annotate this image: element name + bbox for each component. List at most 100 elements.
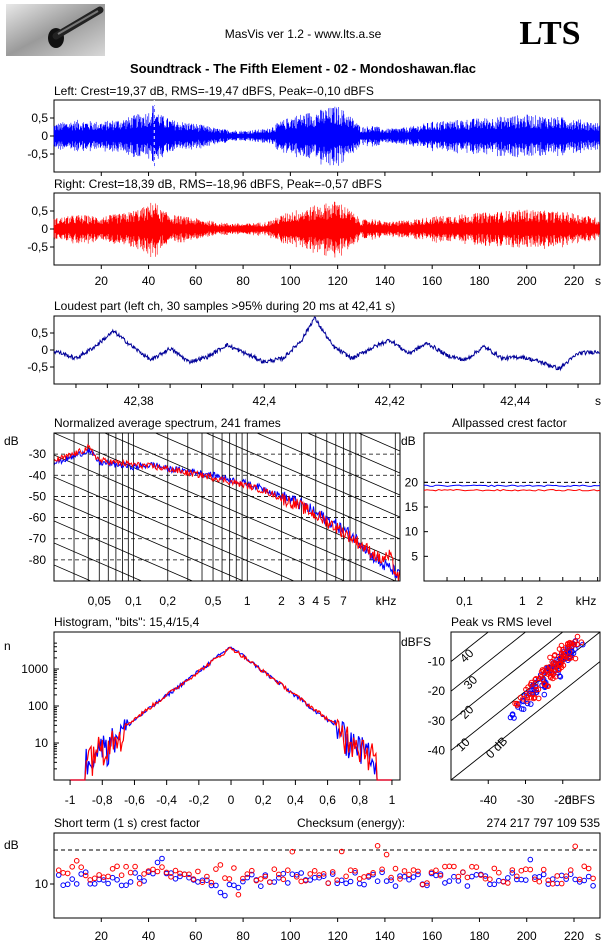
spectrum-xtick-label: 4 <box>312 594 319 608</box>
peak-rms-point-1 <box>572 655 579 662</box>
charts-area: Left: Crest=19,37 dB, RMS=-19,47 dBFS, P… <box>4 84 601 943</box>
short-term-point-1 <box>181 871 188 878</box>
right-xtick-label: 180 <box>469 274 489 288</box>
short-term-point-1 <box>217 862 224 868</box>
short-term-point-1 <box>356 876 363 882</box>
short-term-point-0 <box>572 876 579 883</box>
short-term-point-1 <box>262 873 269 880</box>
short-term-point-0 <box>509 870 516 876</box>
short-term-point-0 <box>361 881 367 888</box>
histogram-ylabel: n <box>4 639 11 653</box>
short-term-point-0 <box>392 883 399 889</box>
short-term-point-1 <box>311 868 318 874</box>
short-term-point-1 <box>231 865 237 871</box>
short-term-point-0 <box>154 859 161 866</box>
short-term-point-0 <box>558 872 565 879</box>
logo-image <box>6 4 105 56</box>
left-waveform-chart: Left: Crest=19,37 dB, RMS=-19,47 dBFS, P… <box>27 84 601 176</box>
spectrum-slope-line <box>255 433 400 496</box>
short-term-point-1 <box>258 876 264 882</box>
allpassed-series-1 <box>423 488 601 492</box>
short-term-point-1 <box>590 875 596 882</box>
short-term-point-0 <box>73 881 80 887</box>
spectrum-xtick-label: kHz <box>376 594 397 608</box>
spectrum-xtick-label: 0,1 <box>125 594 142 608</box>
peak-rms-point-0 <box>520 698 527 705</box>
spectrum-ytick-label: -60 <box>29 511 47 525</box>
short-term-point-0 <box>271 879 278 885</box>
short-term-point-1 <box>491 865 498 872</box>
short-term-point-0 <box>388 877 394 884</box>
short-term-point-0 <box>141 878 147 884</box>
short-term-point-0 <box>285 880 291 886</box>
peak-rms-diagonal-label: 20 <box>457 702 477 722</box>
peak-rms-point-1 <box>517 694 524 701</box>
short-term-point-1 <box>199 879 206 886</box>
short-term-point-1 <box>267 879 273 886</box>
right-xtick-label: 20 <box>95 274 109 288</box>
peak-rms-point-0 <box>524 700 531 707</box>
spectrum-slope-line <box>54 498 245 581</box>
short-term-point-0 <box>442 880 448 886</box>
spectrum-plot-frame <box>53 432 401 582</box>
short-term-point-1 <box>55 867 62 874</box>
short-term-point-0 <box>433 872 439 879</box>
allpassed-plot-frame <box>423 432 601 582</box>
peak-rms-plot <box>451 632 600 780</box>
short-term-point-1 <box>132 863 138 870</box>
loudest-ytick-label: 0,5 <box>31 326 48 340</box>
track-title: Soundtrack - The Fifth Element - 02 - Mo… <box>130 61 476 76</box>
short-term-point-0 <box>217 889 224 896</box>
short-term-point-1 <box>244 871 251 877</box>
spectrum-slope-line <box>54 587 400 737</box>
short-term-point-0 <box>518 876 525 883</box>
short-term-point-0 <box>293 872 300 878</box>
peak-rms-diagonal-label: 0 dB <box>483 734 510 761</box>
short-term-point-1 <box>455 873 462 880</box>
short-term-point-0 <box>132 870 138 876</box>
short-term-point-1 <box>150 866 156 873</box>
right-xtick-label: s <box>595 274 601 288</box>
histogram-xtick-label: 0 <box>228 793 235 807</box>
spectrum-slope-line <box>54 542 143 581</box>
short-term-xtick-label: 120 <box>328 929 348 943</box>
spectrum-slope-line <box>54 476 295 581</box>
histogram-chart: Histogram, "bits": 15,4/15,4n100010010-1… <box>4 615 401 807</box>
peak-rms-point-1 <box>524 695 531 701</box>
allpassed-ytick-label: 20 <box>405 475 419 489</box>
short-term-point-0 <box>374 878 381 885</box>
allpassed-xtick-label: 2 <box>536 594 543 608</box>
loudest-ytick-label: 0 <box>41 343 48 357</box>
histogram-chart-title: Histogram, "bits": 15,4/15,4 <box>54 615 200 629</box>
short-term-point-0 <box>280 870 287 877</box>
short-term-point-0 <box>334 880 341 887</box>
short-term-xtick-label: 40 <box>142 929 156 943</box>
spectrum-chart: Normalized average spectrum, 241 frames d… <box>4 416 401 737</box>
short-term-point-1 <box>293 874 300 880</box>
short-term-point-1 <box>78 864 84 871</box>
peak-rms-ytick-label: -40 <box>428 743 446 757</box>
peak-rms-point-1 <box>578 639 585 646</box>
short-term-point-1 <box>127 869 134 876</box>
peak-rms-point-1 <box>528 695 535 701</box>
peak-rms-point-1 <box>562 650 569 657</box>
short-term-point-1 <box>464 874 471 881</box>
peak-rms-diagonal <box>451 632 564 722</box>
short-term-point-1 <box>361 874 367 880</box>
short-term-point-1 <box>123 863 129 870</box>
short-term-point-1 <box>280 876 287 883</box>
short-term-point-1 <box>433 867 439 874</box>
peak-rms-point-1 <box>523 692 530 699</box>
allpassed-series-0 <box>424 484 601 488</box>
spectrum-slope-line <box>103 433 400 562</box>
short-term-point-0 <box>554 880 561 887</box>
short-term-point-1 <box>487 876 493 883</box>
short-term-point-0 <box>379 869 385 876</box>
short-term-point-1 <box>514 873 520 880</box>
short-term-xtick-label: 100 <box>280 929 300 943</box>
peak-rms-point-1 <box>568 655 574 661</box>
peak-rms-diagonal <box>451 661 600 780</box>
peak-rms-diagonal <box>451 632 489 663</box>
short-term-point-1 <box>451 863 457 870</box>
allpassed-chart-title: Allpassed crest factor <box>452 416 567 430</box>
